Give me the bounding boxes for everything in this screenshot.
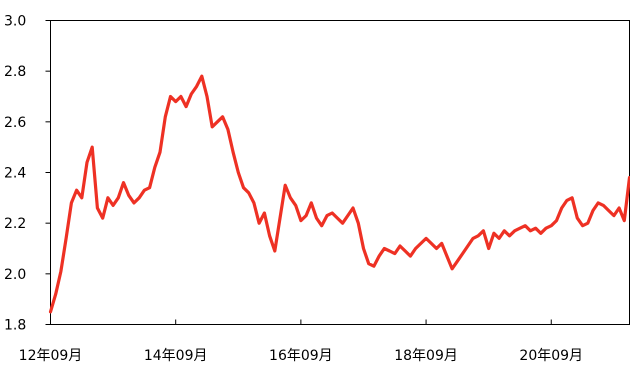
x-tick-label: 18年09月 <box>394 348 458 364</box>
plot-area <box>50 20 630 325</box>
x-tick-label: 16年09月 <box>269 348 333 364</box>
y-tick-label: 2.2 <box>4 216 26 232</box>
y-tick-label: 2.6 <box>4 115 26 131</box>
series-layer <box>48 74 630 314</box>
y-tick-label: 3.0 <box>4 14 26 30</box>
y-tick-label: 2.4 <box>4 166 26 182</box>
y-tick-label: 2.0 <box>4 267 26 283</box>
x-axis: 12年09月 14年09月 16年09月 18年09月 20年09月 <box>19 319 583 364</box>
x-tick-label: 14年09月 <box>144 348 208 364</box>
x-tick-label: 20年09月 <box>519 348 583 364</box>
series-line-0 <box>48 74 630 314</box>
y-axis: 1.8 2.0 2.2 2.4 2.6 2.8 3.0 <box>4 14 51 334</box>
y-tick-label: 2.8 <box>4 64 26 80</box>
y-tick-label: 1.8 <box>4 318 26 334</box>
x-tick-label: 12年09月 <box>19 348 83 364</box>
